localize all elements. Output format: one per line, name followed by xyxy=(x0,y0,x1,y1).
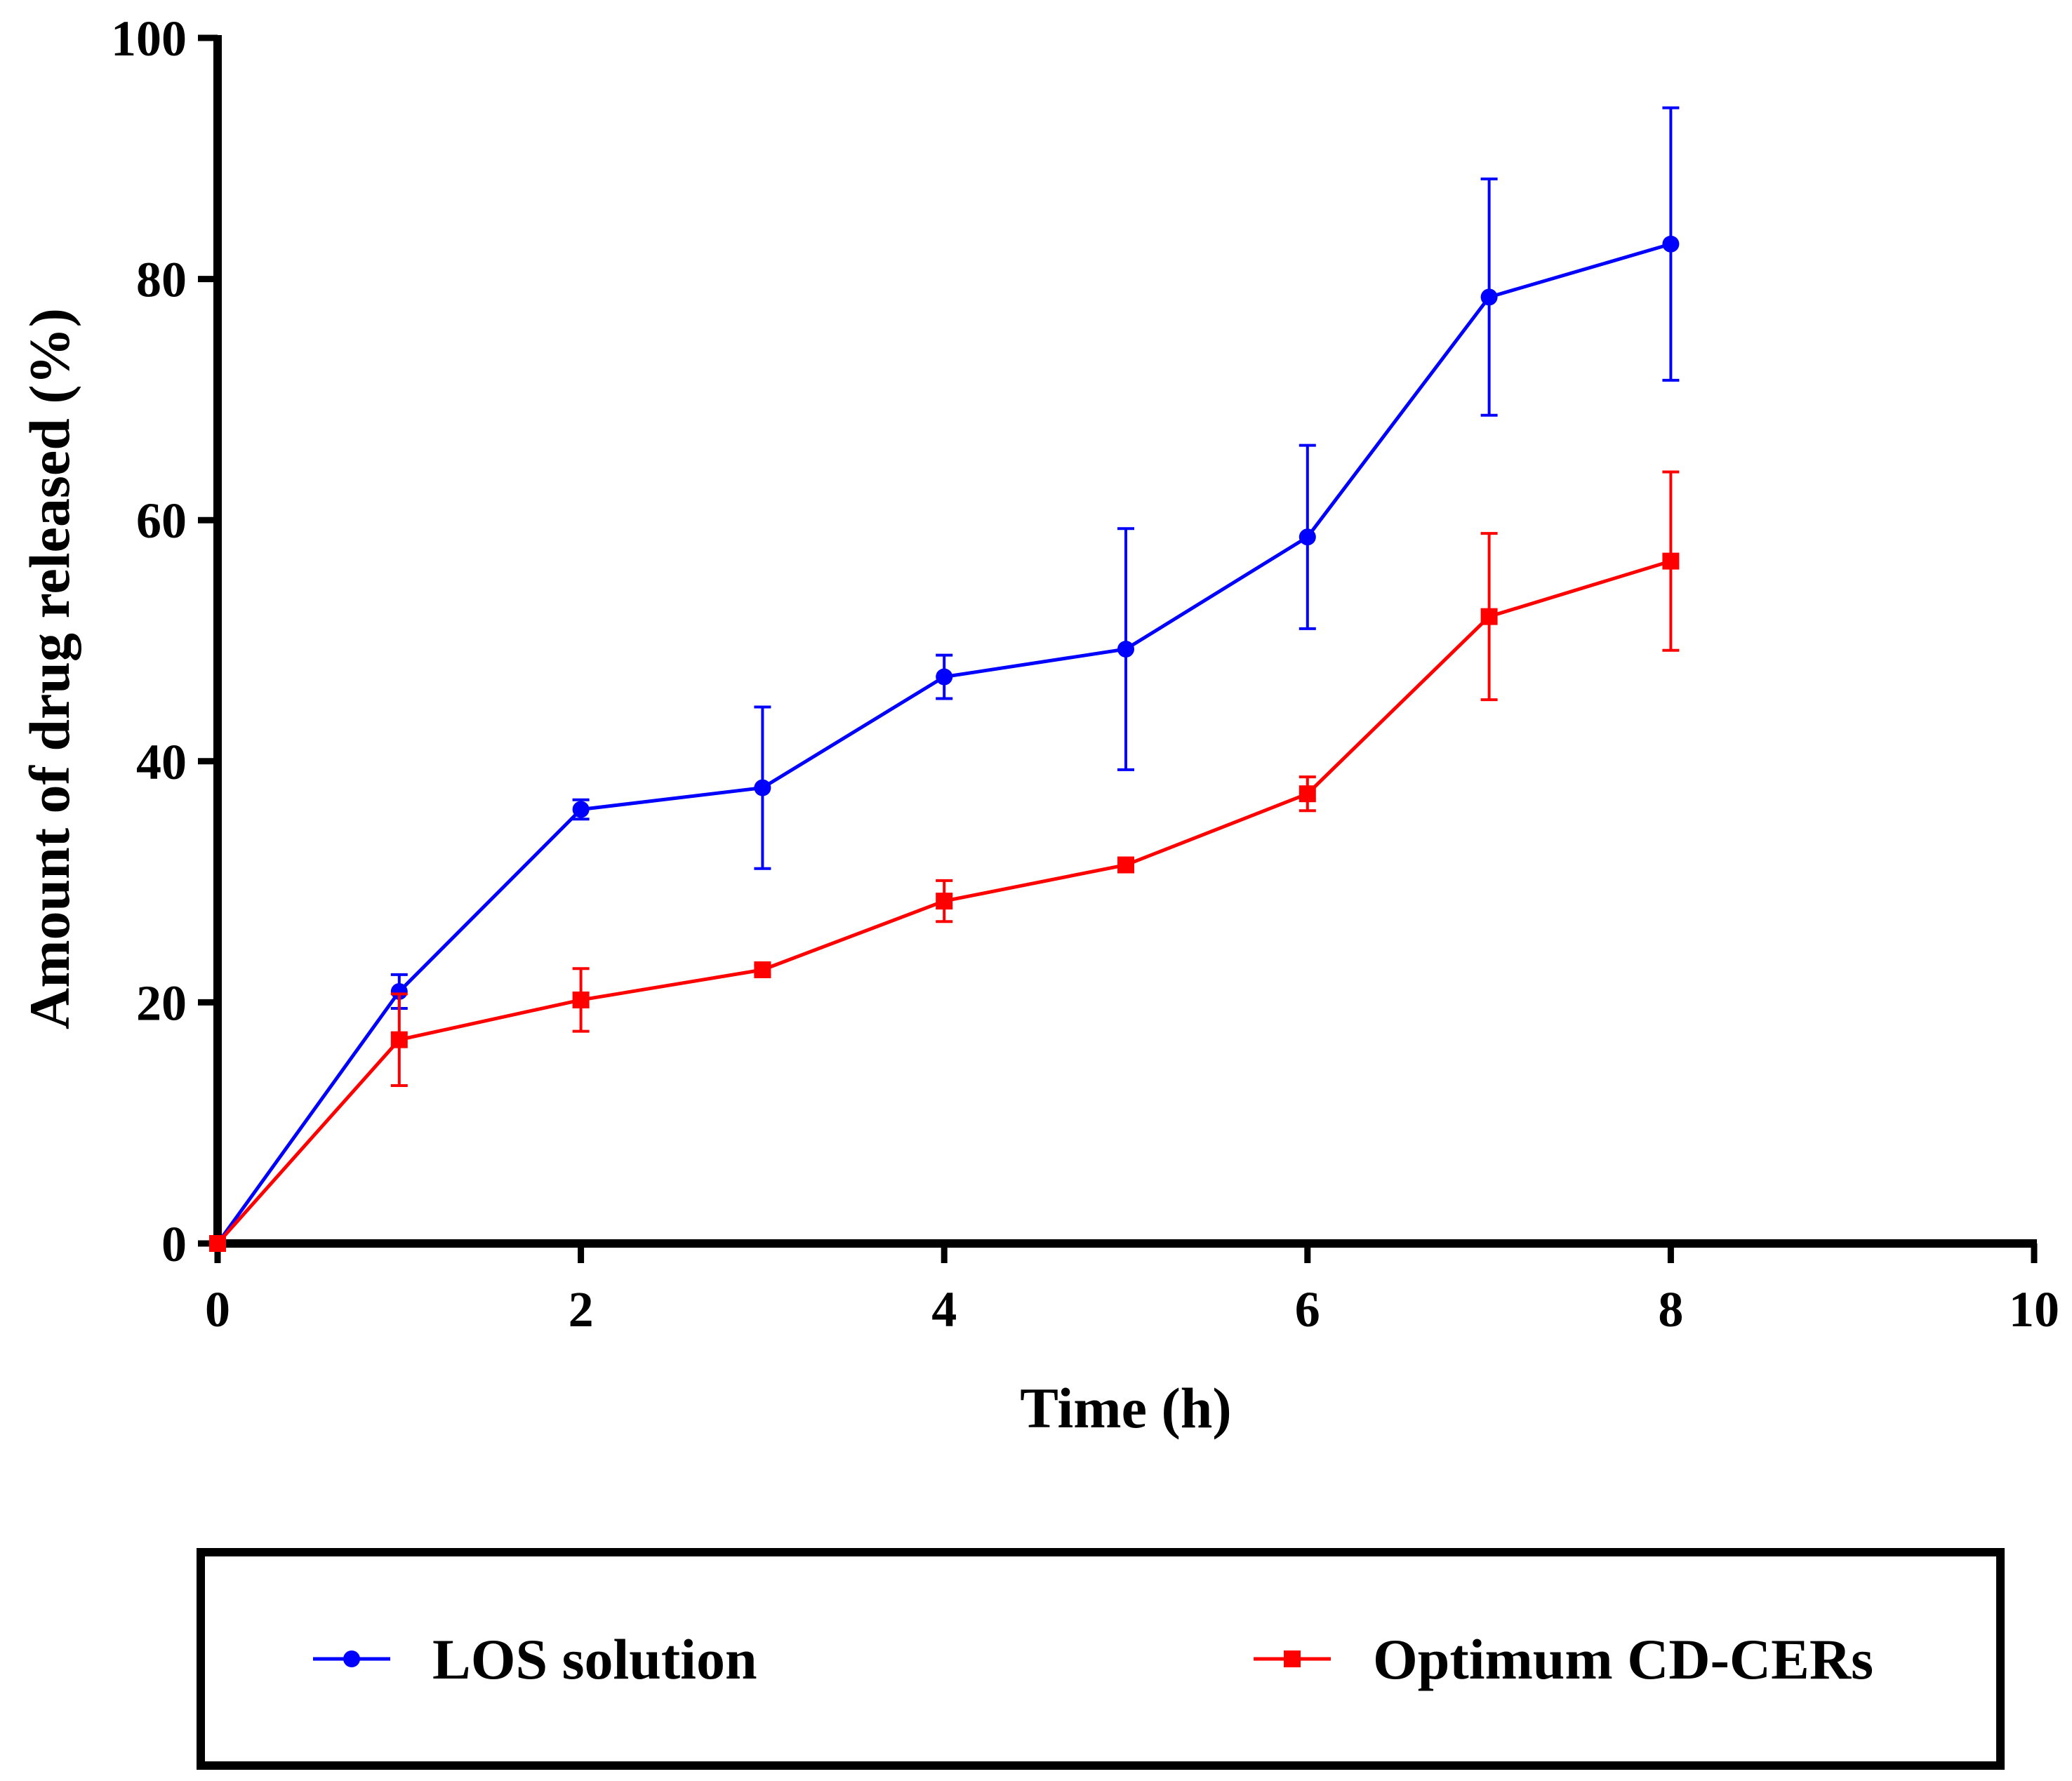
data-point-los-solution xyxy=(1662,235,1680,253)
x-axis-title: Time (h) xyxy=(1020,1376,1231,1440)
y-axis-title: Amount of drug released (%) xyxy=(18,308,81,1029)
x-tick-label: 10 xyxy=(2009,1281,2059,1338)
data-point-los-solution xyxy=(1117,641,1134,658)
legend-box xyxy=(197,1548,2005,1770)
series-line-los-solution xyxy=(215,242,1672,1245)
y-tick-label: 20 xyxy=(136,975,187,1031)
data-point-los-solution xyxy=(936,668,953,686)
data-point-los-solution xyxy=(572,801,590,818)
legend-label-optimum-cd-cers: Optimum CD-CERs xyxy=(1373,1627,1873,1691)
x-tick-label: 4 xyxy=(931,1281,957,1338)
data-point-los-solution xyxy=(390,982,408,1000)
y-tick-label: 100 xyxy=(111,11,187,67)
legend-marker-optimum-cd-cers xyxy=(1284,1650,1301,1667)
data-point-optimum-cd-cers xyxy=(936,893,953,910)
data-point-optimum-cd-cers xyxy=(1662,552,1680,570)
data-point-optimum-cd-cers xyxy=(1117,856,1134,874)
data-point-optimum-cd-cers xyxy=(1299,785,1316,803)
data-point-optimum-cd-cers xyxy=(209,1235,226,1252)
data-point-los-solution xyxy=(1299,528,1316,546)
y-tick-label: 0 xyxy=(161,1216,187,1272)
data-point-los-solution xyxy=(1480,288,1498,306)
x-tick-label: 8 xyxy=(1658,1281,1683,1338)
data-point-optimum-cd-cers xyxy=(754,961,771,979)
data-point-optimum-cd-cers xyxy=(572,991,590,1008)
legend-marker-los-solution xyxy=(343,1650,360,1667)
data-point-optimum-cd-cers xyxy=(390,1031,408,1048)
x-tick-label: 6 xyxy=(1295,1281,1320,1338)
x-tick-label: 0 xyxy=(205,1281,230,1338)
y-tick-label: 40 xyxy=(136,734,187,790)
y-tick-label: 80 xyxy=(136,252,187,308)
legend-label-los-solution: LOS solution xyxy=(432,1627,757,1691)
data-point-los-solution xyxy=(754,779,771,796)
y-tick-label: 60 xyxy=(136,493,187,549)
x-tick-label: 2 xyxy=(569,1281,594,1338)
data-point-optimum-cd-cers xyxy=(1480,608,1498,625)
